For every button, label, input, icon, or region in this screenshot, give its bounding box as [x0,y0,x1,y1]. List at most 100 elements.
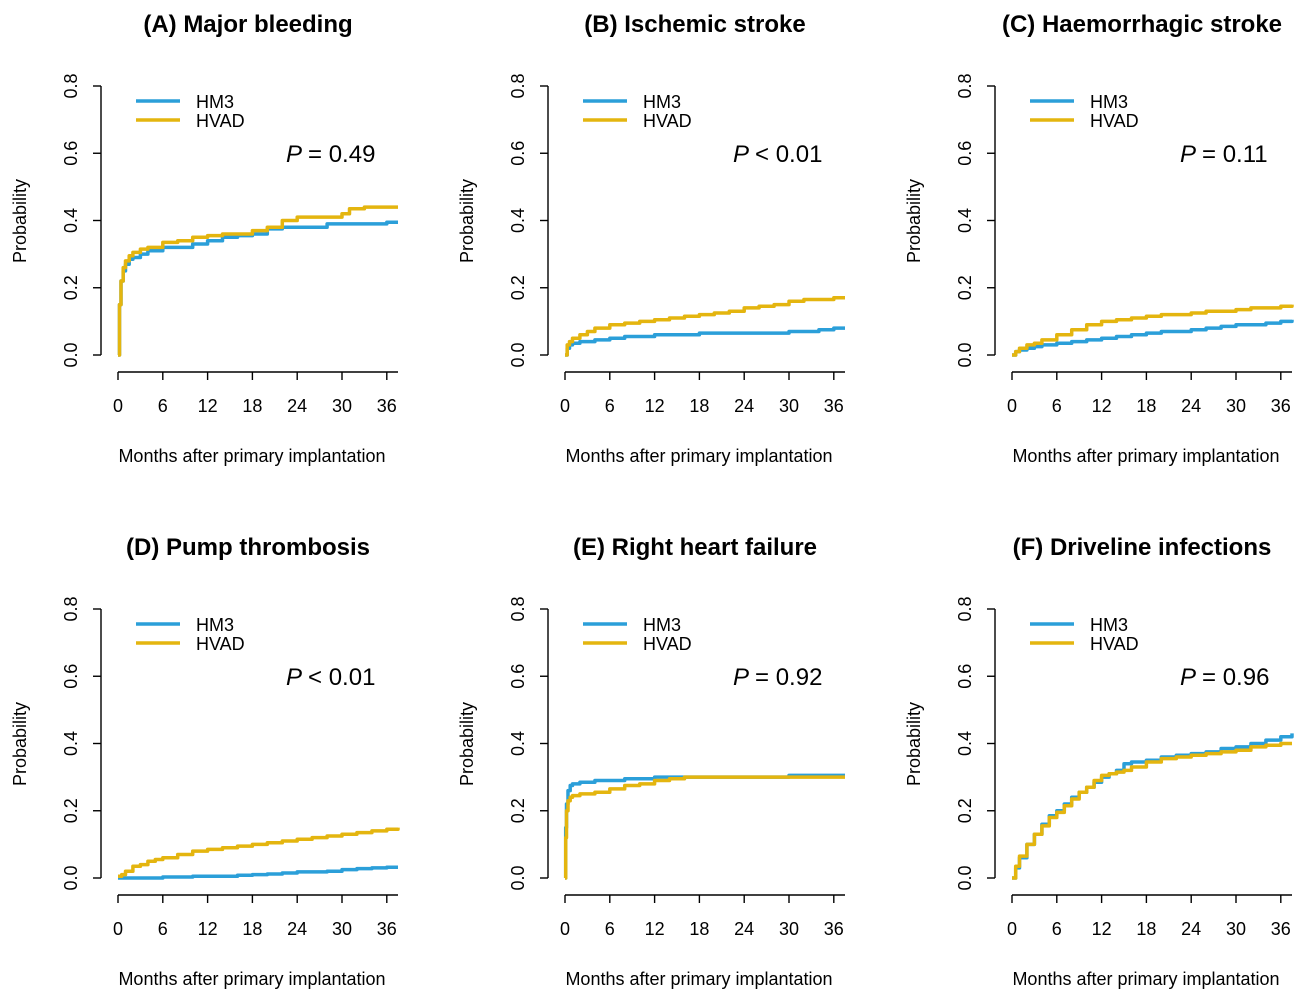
y-tick-label: 0.2 [955,275,975,300]
x-tick-label: 12 [1092,919,1112,939]
y-axis-label: Probability [10,702,30,786]
x-tick-label: 24 [287,396,307,416]
legend-label: HVAD [1090,111,1139,131]
x-tick-label: 24 [1181,396,1201,416]
p-value: P = 0.49 [286,141,375,168]
x-tick-label: 36 [824,919,844,939]
y-tick-label: 0.4 [61,731,81,756]
series-line-hvad [565,296,845,357]
y-axis-label: Probability [457,702,477,786]
y-tick-label: 0.6 [61,141,81,166]
p-value-text: = 0.92 [755,664,822,691]
x-tick-label: 24 [734,919,754,939]
x-tick-label: 12 [198,396,218,416]
y-axis-label: Probability [904,179,924,263]
p-value-text: < 0.01 [308,664,375,691]
x-tick-label: 6 [605,396,615,416]
p-value-symbol: P [733,141,749,168]
x-axis-label: Months after primary implantation [1012,969,1279,989]
legend-label: HM3 [643,615,681,635]
y-tick-label: 0.4 [508,208,528,233]
y-tick-label: 0.2 [508,275,528,300]
x-tick-label: 36 [824,396,844,416]
x-tick-label: 30 [779,396,799,416]
y-tick-label: 0.8 [955,73,975,98]
chart-title: (C) Haemorrhagic stroke [1002,11,1282,38]
x-tick-label: 24 [1181,919,1201,939]
x-tick-label: 0 [1007,919,1017,939]
legend-label: HVAD [643,111,692,131]
x-tick-label: 6 [158,919,168,939]
y-tick-label: 0.8 [61,596,81,621]
axes: 0.0 0.2 0.4 0.6 0.8 0 6 12 18 24 30 36 [508,73,845,416]
chart-title: (D) Pump thrombosis [126,534,370,561]
legend-label: HVAD [643,634,692,654]
series-line-hm3 [1012,733,1294,880]
y-tick-label: 0.0 [508,865,528,890]
y-axis-label: Probability [10,179,30,263]
panel-a: (A) Major bleeding 0.0 0.2 0.4 0.6 0.8 0 6 12 18 2… [10,11,398,466]
panel-c: (C) Haemorrhagic stroke 0.0 0.2 0.4 0.6 0.8 0 6… [904,11,1294,466]
y-tick-label: 0.4 [955,208,975,233]
x-tick-label: 6 [1052,919,1062,939]
x-tick-label: 18 [1136,396,1156,416]
x-axis-label: Months after primary implantation [565,969,832,989]
y-tick-label: 0.6 [955,141,975,166]
chart-title: (F) Driveline infections [1013,534,1272,561]
y-tick-label: 0.0 [508,342,528,367]
y-tick-label: 0.8 [955,596,975,621]
y-tick-label: 0.0 [61,342,81,367]
x-tick-label: 30 [779,919,799,939]
legend-label: HVAD [196,634,245,654]
p-value: P = 0.96 [1180,664,1269,691]
x-tick-label: 12 [198,919,218,939]
panel-d: (D) Pump thrombosis 0.0 0.2 0.4 0.6 0.8 0 6 12 18… [10,534,400,989]
y-axis-label: Probability [904,702,924,786]
axes: 0.0 0.2 0.4 0.6 0.8 0 6 12 18 24 30 36 [508,596,845,939]
series-line-hvad [118,827,400,879]
chart-title: (E) Right heart failure [573,534,817,561]
x-tick-label: 0 [560,396,570,416]
y-tick-label: 0.6 [508,141,528,166]
p-value: P < 0.01 [286,664,375,691]
x-tick-label: 36 [377,919,397,939]
p-value-text: = 0.49 [308,141,375,168]
y-tick-label: 0.2 [61,275,81,300]
axes: 0.0 0.2 0.4 0.6 0.8 0 6 12 18 24 30 36 [61,596,398,939]
y-tick-label: 0.4 [955,731,975,756]
axes: 0.0 0.2 0.4 0.6 0.8 0 6 12 18 24 30 36 [955,73,1292,416]
y-tick-label: 0.2 [61,798,81,823]
p-value-symbol: P [733,664,749,691]
axes: 0.0 0.2 0.4 0.6 0.8 0 6 12 18 24 30 36 [61,73,398,416]
series-line-hvad [563,775,845,880]
legend-label: HVAD [1090,634,1139,654]
p-value-text: = 0.96 [1202,664,1269,691]
x-tick-label: 24 [734,396,754,416]
series-line-hm3 [565,326,845,357]
y-tick-label: 0.0 [61,865,81,890]
p-value-text: = 0.11 [1202,141,1268,168]
y-tick-label: 0.8 [508,73,528,98]
y-tick-label: 0.2 [955,798,975,823]
x-tick-label: 0 [113,396,123,416]
legend-label: HM3 [643,92,681,112]
series-line-hm3 [1012,319,1294,357]
x-tick-label: 18 [242,919,262,939]
x-tick-label: 24 [287,919,307,939]
series-line-hm3 [117,220,398,357]
legend-label: HVAD [196,111,245,131]
x-tick-label: 30 [1226,919,1246,939]
x-tick-label: 12 [1092,396,1112,416]
x-axis-label: Months after primary implantation [1012,446,1279,466]
p-value-symbol: P [1180,664,1196,691]
y-tick-label: 0.0 [955,342,975,367]
x-axis-label: Months after primary implantation [118,446,385,466]
x-tick-label: 0 [560,919,570,939]
legend-label: HM3 [196,615,234,635]
y-tick-label: 0.0 [955,865,975,890]
